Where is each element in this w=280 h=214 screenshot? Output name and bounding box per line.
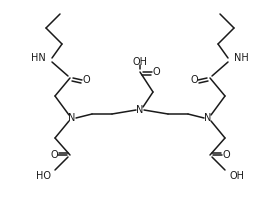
Text: N: N [136, 105, 144, 115]
Text: N: N [68, 113, 76, 123]
Text: O: O [82, 75, 90, 85]
Text: HO: HO [36, 171, 51, 181]
Text: O: O [152, 67, 160, 77]
Text: NH: NH [234, 53, 249, 63]
Text: O: O [50, 150, 58, 160]
Text: OH: OH [132, 57, 148, 67]
Text: O: O [190, 75, 198, 85]
Text: HN: HN [31, 53, 46, 63]
Text: O: O [222, 150, 230, 160]
Text: N: N [204, 113, 212, 123]
Text: OH: OH [229, 171, 244, 181]
